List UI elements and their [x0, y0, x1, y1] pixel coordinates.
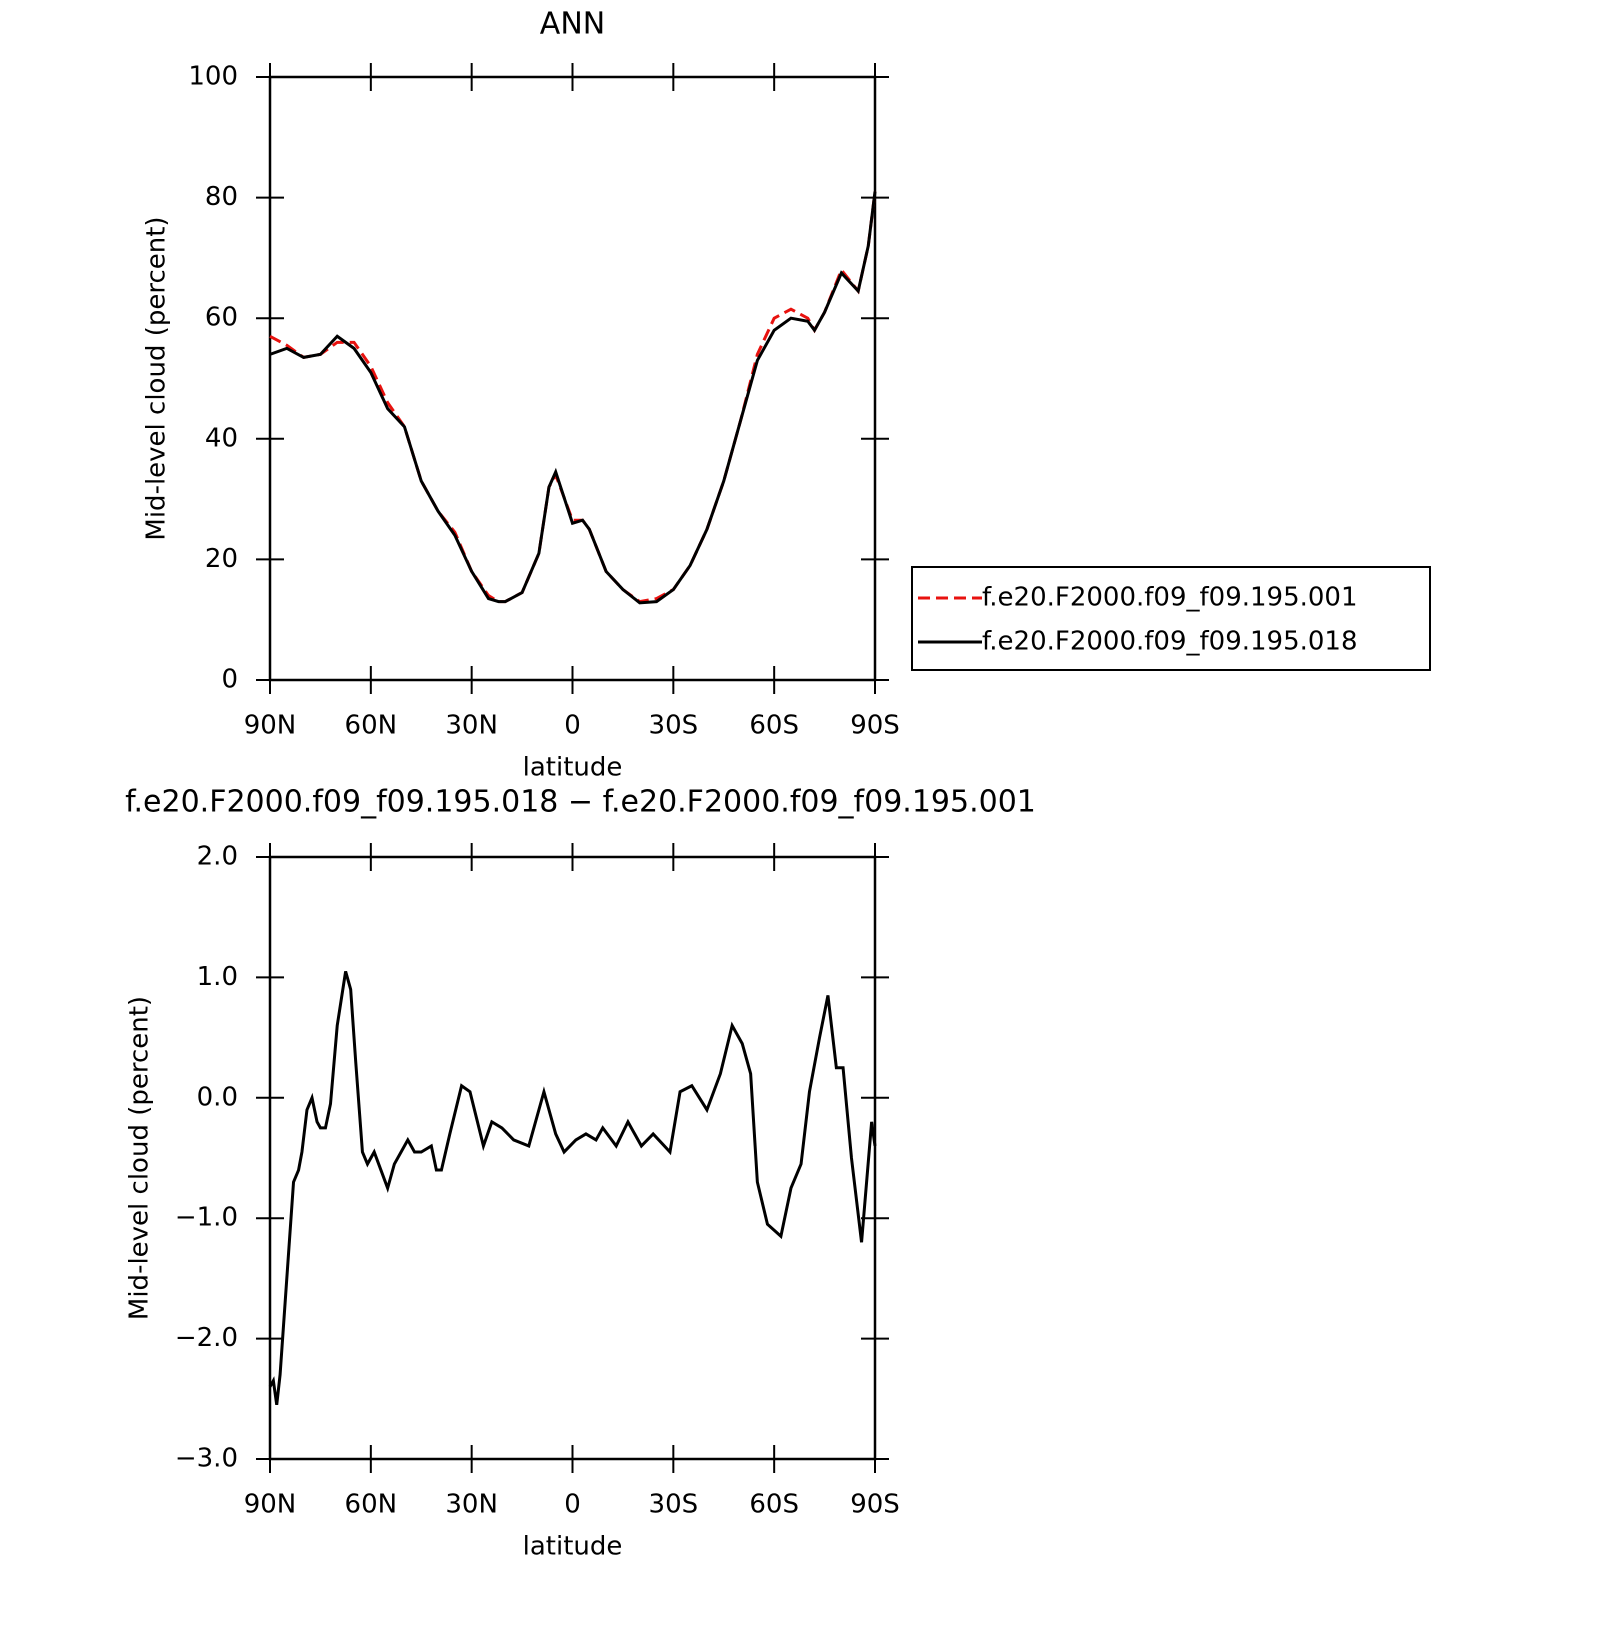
x-tick-label: 60S	[749, 711, 799, 741]
y-tick-label: 60	[205, 303, 238, 333]
legend-label: f.e20.F2000.f09_f09.195.018	[982, 627, 1358, 657]
y-tick-label: 0	[221, 665, 238, 695]
x-tick-label: 60N	[345, 711, 398, 741]
y-tick-label: 20	[205, 544, 238, 574]
y-tick-label: −1.0	[175, 1203, 238, 1233]
y-tick-label: 100	[188, 62, 238, 92]
chart-title: ANN	[540, 7, 605, 42]
x-tick-label: 90N	[244, 1490, 297, 1520]
plot-frame	[268, 75, 877, 682]
y-tick-label: −2.0	[175, 1323, 238, 1353]
data-line	[269, 191, 877, 604]
x-tick-label: 30N	[445, 711, 498, 741]
x-tick-label: 0	[564, 1490, 581, 1520]
data-line	[269, 191, 877, 605]
x-tick-label: 90S	[850, 1490, 900, 1520]
x-tick-label: 60N	[345, 1490, 398, 1520]
legend-label: f.e20.F2000.f09_f09.195.001	[982, 583, 1358, 613]
y-axis-label: Mid-level cloud (percent)	[125, 996, 155, 1320]
legend-box	[911, 566, 1431, 671]
data-line	[268, 970, 877, 1406]
y-tick-label: 2.0	[197, 842, 238, 872]
x-tick-label: 0	[564, 711, 581, 741]
y-tick-label: 1.0	[197, 962, 238, 992]
x-tick-label: 60S	[749, 1490, 799, 1520]
y-tick-label: 0.0	[197, 1082, 238, 1112]
x-tick-label: 90S	[850, 711, 900, 741]
x-tick-label: 90N	[244, 711, 297, 741]
y-axis-label: Mid-level cloud (percent)	[142, 216, 172, 540]
y-tick-label: −3.0	[175, 1444, 238, 1474]
plot-frame	[268, 855, 877, 1461]
x-tick-label: 30S	[649, 1490, 699, 1520]
y-tick-label: 40	[205, 423, 238, 453]
x-axis-label: latitude	[523, 1532, 623, 1562]
y-tick-label: 80	[205, 182, 238, 212]
x-axis-label: latitude	[523, 753, 623, 783]
x-tick-label: 30N	[445, 1490, 498, 1520]
x-tick-label: 30S	[649, 711, 699, 741]
chart-title: f.e20.F2000.f09_f09.195.018 − f.e20.F200…	[125, 785, 1036, 820]
